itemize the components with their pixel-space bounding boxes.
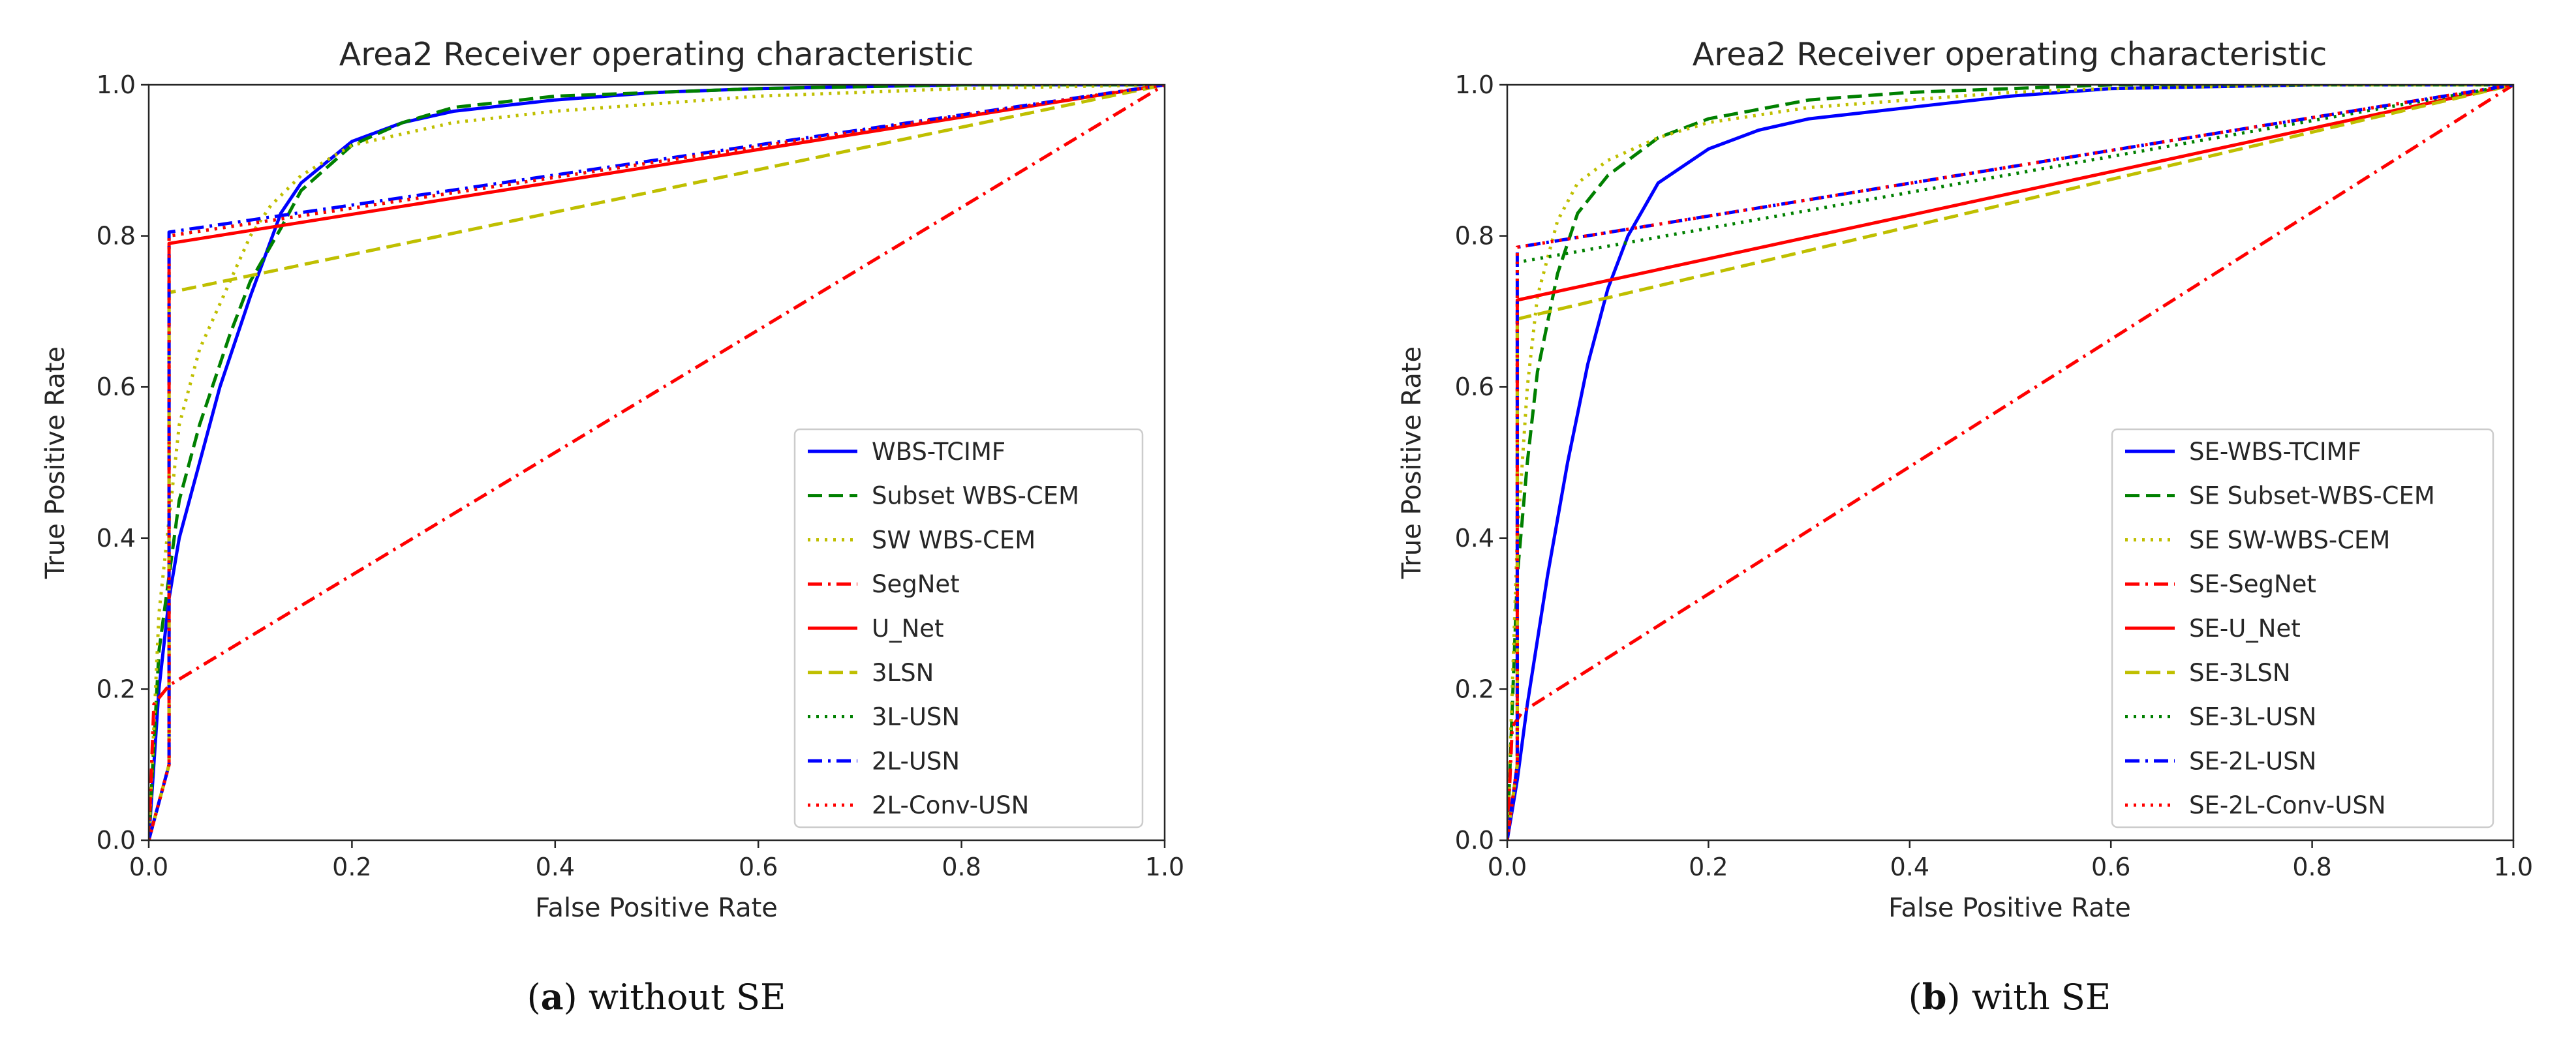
x-tick-label-b: 0.2 bbox=[1689, 853, 1728, 881]
y-tick-label-a: 0.0 bbox=[97, 826, 136, 855]
series-line-Subset WBS-CEM bbox=[149, 85, 1165, 840]
legend-label-3L-USN: 3L-USN bbox=[872, 703, 960, 731]
x-tick-label-a: 0.0 bbox=[129, 853, 168, 881]
axes-frame-b bbox=[1506, 84, 2515, 842]
x-tick-label-b: 1.0 bbox=[2494, 853, 2533, 881]
x-axis-label-a: False Positive Rate bbox=[535, 893, 778, 923]
chart-title-a: Area2 Receiver operating characteristic bbox=[339, 36, 974, 73]
legend-label-3LSN: 3LSN bbox=[872, 659, 934, 687]
x-tick-label-a: 0.4 bbox=[536, 853, 575, 881]
y-tick-label-b: 0.6 bbox=[1455, 372, 1494, 401]
legend-b: SE-WBS-TCIMF SE Subset-WBS-CEM SE SW-WBS-C… bbox=[2111, 428, 2494, 829]
x-tick-label-b: 0.6 bbox=[2091, 853, 2130, 881]
legend-label-2L-USN: 2L-USN bbox=[872, 747, 960, 775]
caption-b-text: with SE bbox=[1961, 977, 2111, 1018]
legend-label-SW WBS-CEM: SW WBS-CEM bbox=[872, 526, 1035, 554]
legend-label-SE-U_Net: SE-U_Net bbox=[2189, 615, 2301, 643]
y-tick-label-a: 0.4 bbox=[97, 524, 136, 553]
caption-b: (b) with SE bbox=[1909, 976, 2111, 1018]
y-tick-label-a: 1.0 bbox=[97, 70, 136, 99]
legend-label-SE-WBS-TCIMF: SE-WBS-TCIMF bbox=[2189, 438, 2361, 466]
legend-label-U_Net: U_Net bbox=[872, 615, 944, 643]
x-tick-label-a: 0.6 bbox=[739, 853, 778, 881]
legend-label-SE-2L-USN: SE-2L-USN bbox=[2189, 747, 2316, 775]
x-tick-label-a: 1.0 bbox=[1145, 853, 1184, 881]
caption-b-label: b bbox=[1922, 976, 1947, 1018]
x-tick-label-b: 0.0 bbox=[1488, 853, 1527, 881]
x-tick-label-a: 0.8 bbox=[942, 853, 981, 881]
series-line-SE-2L-USN bbox=[1507, 85, 2513, 840]
legend-box-a bbox=[793, 428, 1144, 829]
caption-a-label: a bbox=[541, 976, 564, 1018]
x-tick-label-a: 0.2 bbox=[332, 853, 371, 881]
series-line-SE Subset-WBS-CEM bbox=[1507, 85, 2513, 840]
plot-area-b: 0.0 0.2 0.4 0.6 0.8 1.00.00.20.40.60.81.0SE-W… bbox=[1455, 70, 2534, 881]
series-group-a bbox=[149, 85, 1165, 840]
y-tick-label-a: 0.8 bbox=[97, 222, 136, 251]
series-line-SE-WBS-TCIMF bbox=[1507, 85, 2513, 840]
y-tick-label-a: 0.6 bbox=[97, 372, 136, 401]
x-tick-label-b: 0.8 bbox=[2292, 853, 2331, 881]
y-tick-label-b: 0.2 bbox=[1455, 675, 1494, 703]
x-axis-label-b: False Positive Rate bbox=[1888, 893, 2131, 923]
legend-label-SE Subset-WBS-CEM: SE Subset-WBS-CEM bbox=[2189, 482, 2435, 510]
series-group-b bbox=[1507, 85, 2513, 840]
chart-title-b: Area2 Receiver operating characteristic bbox=[1693, 36, 2327, 73]
x-tick-label-b: 0.4 bbox=[1890, 853, 1929, 881]
legend-label-SE-2L-Conv-USN: SE-2L-Conv-USN bbox=[2189, 791, 2386, 819]
legend-label-WBS-TCIMF: WBS-TCIMF bbox=[872, 438, 1005, 466]
y-axis-label-a: True Positive Rate bbox=[40, 346, 70, 579]
y-tick-label-b: 0.4 bbox=[1455, 524, 1494, 553]
legend-box-b bbox=[2111, 428, 2494, 829]
legend-label-Subset WBS-CEM: Subset WBS-CEM bbox=[872, 482, 1079, 510]
panel-b: Area2 Receiver operating characteristic … bbox=[1397, 36, 2533, 1018]
legend-label-SE SW-WBS-CEM: SE SW-WBS-CEM bbox=[2189, 526, 2390, 554]
legend-label-SE-3L-USN: SE-3L-USN bbox=[2189, 703, 2316, 731]
y-axis-label-b: True Positive Rate bbox=[1397, 346, 1427, 579]
series-line-SW WBS-CEM bbox=[149, 85, 1165, 840]
caption-a: (a) without SE bbox=[527, 976, 786, 1018]
caption-a-text: without SE bbox=[577, 977, 786, 1018]
legend-a: WBS-TCIMF Subset WBS-CEM SW WBS-CEM SegNet U… bbox=[793, 428, 1144, 829]
series-line-2L-USN bbox=[149, 85, 1165, 840]
y-tick-label-a: 0.2 bbox=[97, 675, 136, 703]
plot-area-a: 0.0 0.2 0.4 0.6 0.8 1.00.00.20.40.60.81.0WBS-… bbox=[97, 70, 1185, 881]
legend-label-SegNet: SegNet bbox=[872, 570, 960, 598]
axes-frame-a bbox=[147, 84, 1166, 842]
legend-label-SE-SegNet: SE-SegNet bbox=[2189, 570, 2316, 598]
legend-label-SE-3LSN: SE-3LSN bbox=[2189, 659, 2291, 687]
y-tick-label-b: 0.8 bbox=[1455, 222, 1494, 251]
series-line-SegNet bbox=[149, 85, 1165, 840]
panel-a: Area2 Receiver operating characteristic … bbox=[40, 36, 1184, 1018]
series-line-SE SW-WBS-CEM bbox=[1507, 85, 2513, 840]
legend-label-2L-Conv-USN: 2L-Conv-USN bbox=[872, 791, 1029, 819]
y-tick-label-b: 1.0 bbox=[1455, 70, 1494, 99]
y-tick-label-b: 0.0 bbox=[1455, 826, 1494, 855]
